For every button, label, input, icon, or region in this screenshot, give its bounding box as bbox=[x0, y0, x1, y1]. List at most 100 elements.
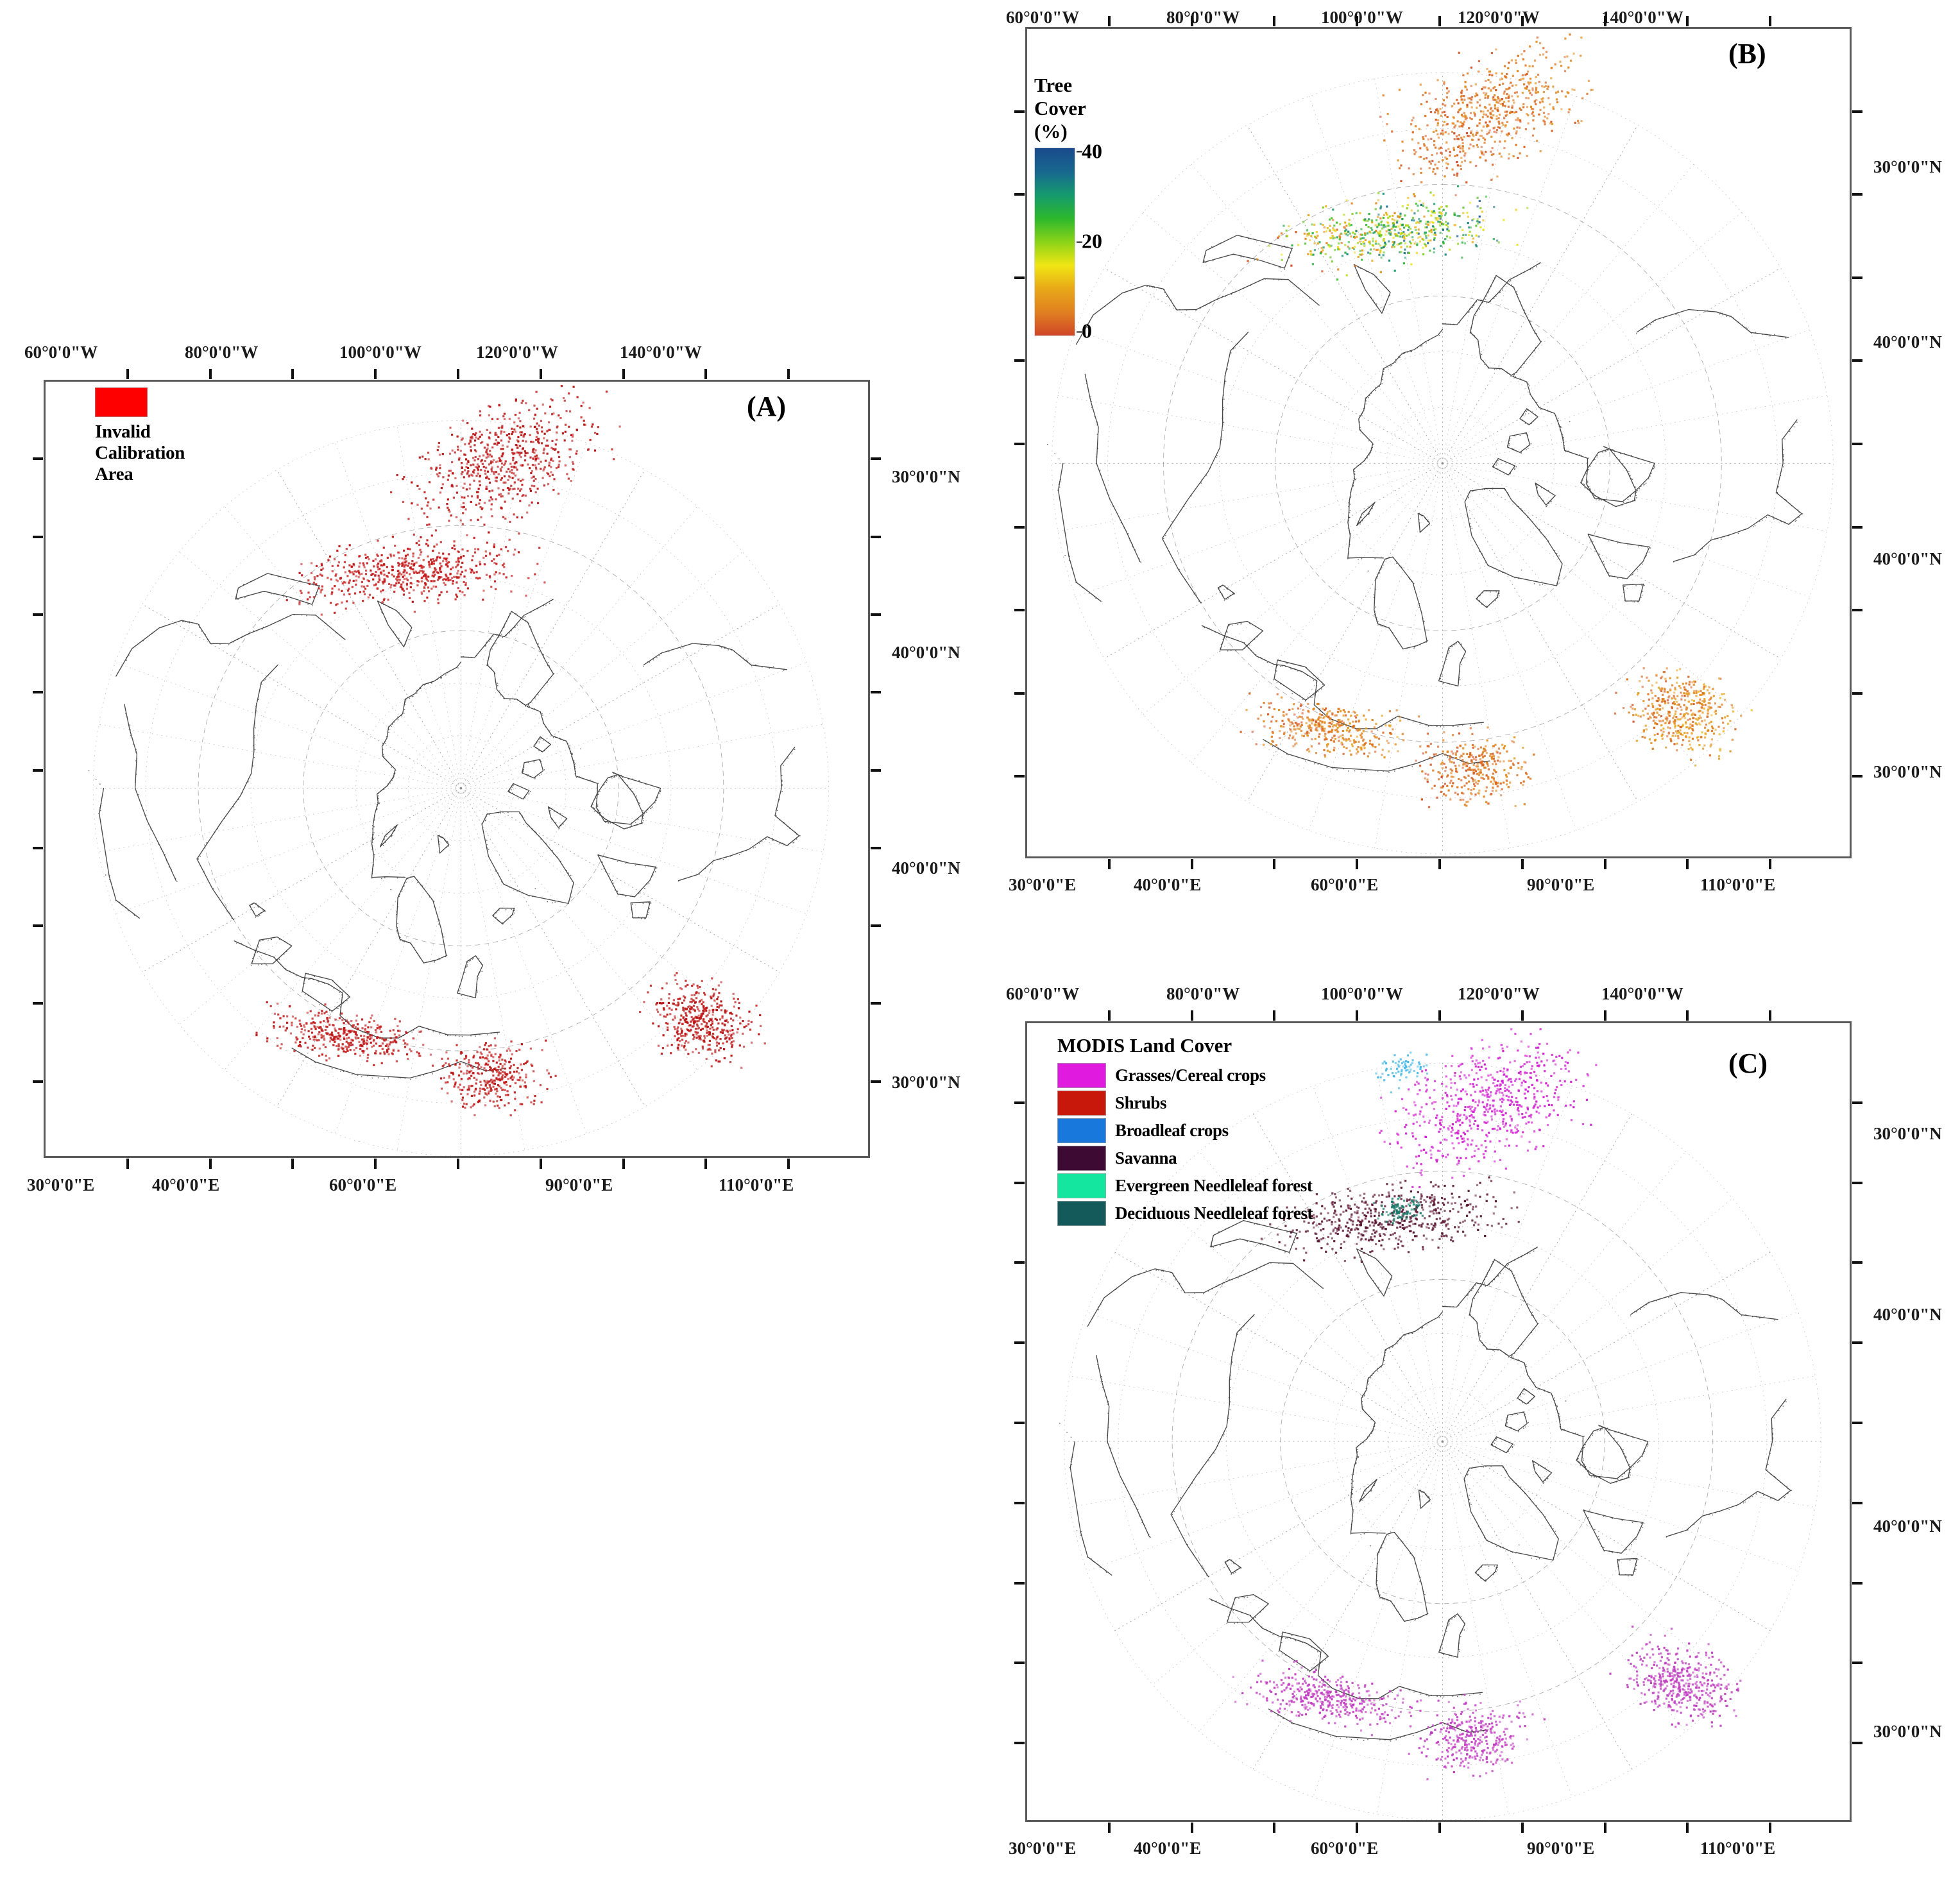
data-point bbox=[572, 386, 575, 388]
data-point bbox=[672, 999, 675, 1001]
data-point bbox=[402, 590, 405, 592]
coast-stipple bbox=[1753, 526, 1754, 527]
data-point bbox=[393, 554, 395, 557]
data-point bbox=[556, 426, 558, 429]
coast-stipple bbox=[769, 668, 770, 669]
coast-stipple bbox=[403, 885, 404, 887]
data-point bbox=[451, 485, 454, 488]
data-point bbox=[479, 475, 481, 477]
coast-stipple bbox=[1596, 456, 1598, 458]
data-point bbox=[673, 1026, 676, 1028]
coast-stipple bbox=[423, 684, 425, 686]
data-point bbox=[533, 1103, 535, 1105]
coast-stipple bbox=[1370, 452, 1372, 453]
coast-stipple bbox=[1500, 277, 1502, 278]
data-point bbox=[436, 543, 438, 546]
coast-stipple bbox=[322, 982, 323, 983]
data-point bbox=[405, 582, 408, 585]
data-point bbox=[327, 559, 330, 561]
data-point bbox=[1526, 155, 1528, 157]
coast-stipple bbox=[1458, 642, 1460, 643]
coast-stipple bbox=[427, 961, 429, 963]
coast-stipple bbox=[144, 815, 146, 817]
data-point bbox=[367, 1026, 370, 1029]
data-point bbox=[479, 480, 481, 482]
data-point bbox=[666, 1014, 669, 1016]
coast-stipple bbox=[1495, 600, 1496, 602]
coast-stipple bbox=[1375, 588, 1376, 590]
coast-stipple bbox=[1524, 362, 1525, 364]
coast-stipple bbox=[602, 819, 604, 821]
data-point bbox=[1484, 139, 1487, 141]
coast-stipple bbox=[1083, 587, 1084, 589]
coast-stipple bbox=[642, 903, 644, 905]
data-point bbox=[405, 560, 407, 563]
coast-stipple bbox=[626, 828, 628, 829]
data-point bbox=[572, 461, 574, 464]
data-point bbox=[337, 588, 340, 591]
data-point bbox=[294, 1017, 297, 1020]
coast-stipple bbox=[1354, 770, 1356, 772]
coast-stipple bbox=[1484, 301, 1485, 302]
data-point bbox=[689, 1024, 692, 1026]
coast-stipple bbox=[477, 978, 478, 980]
data-point bbox=[486, 447, 489, 450]
data-point bbox=[409, 597, 411, 599]
coast-stipple bbox=[171, 869, 172, 871]
data-point bbox=[1458, 125, 1461, 128]
data-point bbox=[481, 463, 484, 465]
data-point bbox=[1470, 85, 1472, 87]
coast-stipple bbox=[1585, 473, 1587, 475]
data-point bbox=[342, 1032, 345, 1035]
coast-stipple bbox=[1639, 584, 1640, 585]
coast-stipple bbox=[606, 780, 608, 781]
coast-stipple bbox=[1243, 287, 1244, 289]
data-point bbox=[334, 574, 337, 577]
coast-stipple bbox=[1458, 322, 1460, 323]
data-point bbox=[355, 1033, 357, 1035]
data-point bbox=[279, 1047, 282, 1050]
data-point bbox=[497, 427, 500, 429]
coast-stipple bbox=[459, 992, 461, 994]
coast-stipple bbox=[1558, 578, 1560, 580]
coast-stipple bbox=[1586, 484, 1588, 486]
coast-stipple bbox=[619, 776, 621, 777]
data-point bbox=[1433, 140, 1436, 142]
coast-stipple bbox=[373, 815, 375, 816]
coast-stipple bbox=[1616, 457, 1617, 458]
coast-stipple bbox=[1507, 492, 1508, 493]
data-point bbox=[433, 560, 436, 563]
coast-stipple bbox=[1530, 324, 1531, 325]
coast-stipple bbox=[1653, 468, 1655, 470]
data-point bbox=[1476, 144, 1478, 146]
data-point bbox=[714, 989, 717, 991]
data-point bbox=[694, 1020, 697, 1023]
coast-stipple bbox=[135, 751, 137, 753]
coast-stipple bbox=[642, 815, 643, 817]
coast-stipple bbox=[1481, 300, 1483, 301]
coast-stipple bbox=[345, 638, 346, 640]
data-point bbox=[464, 1057, 468, 1059]
coast-stipple bbox=[1717, 312, 1719, 314]
data-point bbox=[423, 575, 425, 577]
data-point bbox=[435, 585, 438, 588]
coast-stipple bbox=[411, 696, 413, 697]
data-point bbox=[575, 428, 578, 431]
data-point bbox=[1463, 154, 1466, 157]
coast-stipple bbox=[1275, 670, 1276, 671]
coast-stipple bbox=[1407, 352, 1408, 353]
coast-stipple bbox=[438, 844, 440, 845]
data-point bbox=[509, 1065, 512, 1067]
data-point bbox=[479, 563, 482, 566]
coast-stipple bbox=[654, 871, 656, 872]
data-point bbox=[490, 1053, 493, 1056]
data-point bbox=[459, 1063, 461, 1066]
data-point bbox=[452, 582, 454, 585]
coast-stipple bbox=[788, 844, 789, 845]
data-point bbox=[549, 475, 551, 477]
coast-stipple bbox=[1486, 302, 1488, 303]
coast-stipple bbox=[1224, 633, 1226, 635]
data-point bbox=[420, 565, 422, 567]
data-point bbox=[418, 543, 421, 546]
data-point bbox=[695, 991, 698, 994]
